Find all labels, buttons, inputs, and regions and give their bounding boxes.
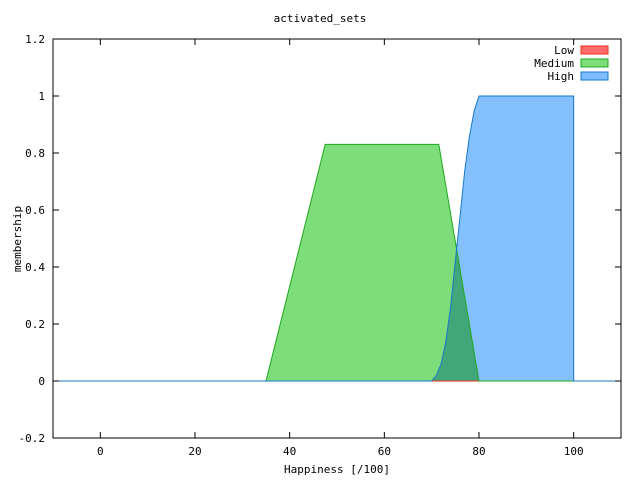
y-tick-label: 0.8 — [25, 147, 45, 160]
y-tick-label: 0.6 — [25, 204, 45, 217]
series-areas — [53, 95, 621, 382]
legend-swatch-high — [580, 71, 609, 81]
y-tick-label: 0.4 — [25, 261, 45, 274]
y-tick-label: 1 — [38, 90, 45, 103]
axis-ticks: 0 20 40 60 80 100 -0.2 0 0.2 0.4 0.6 0.8 1 1.2 — [19, 33, 621, 458]
legend-label-high: High — [548, 70, 575, 83]
series-area-high — [53, 96, 621, 381]
y-tick-label: 1.2 — [25, 33, 45, 46]
x-tick-label: 100 — [564, 445, 584, 458]
y-axis-label: membership — [11, 205, 24, 273]
x-axis-label: Happiness [/100] — [284, 463, 390, 476]
x-tick-label: 60 — [378, 445, 391, 458]
series-line-high — [53, 95, 621, 382]
series-area-medium — [53, 144, 621, 381]
y-tick-label: 0 — [38, 375, 45, 388]
legend-label-low: Low — [554, 44, 574, 57]
x-tick-label: 0 — [97, 445, 104, 458]
axes-frame — [52, 38, 622, 439]
plot-border — [52, 38, 622, 439]
x-tick-label: 40 — [283, 445, 296, 458]
legend-swatch-medium — [580, 58, 609, 68]
legend-swatch-low — [580, 45, 609, 55]
x-tick-label: 20 — [188, 445, 201, 458]
y-tick-label: 0.2 — [25, 318, 45, 331]
legend-label-medium: Medium — [534, 57, 574, 70]
chart-title: activated_sets — [273, 12, 367, 25]
x-tick-label: 80 — [472, 445, 485, 458]
y-tick-label: -0.2 — [19, 432, 46, 445]
